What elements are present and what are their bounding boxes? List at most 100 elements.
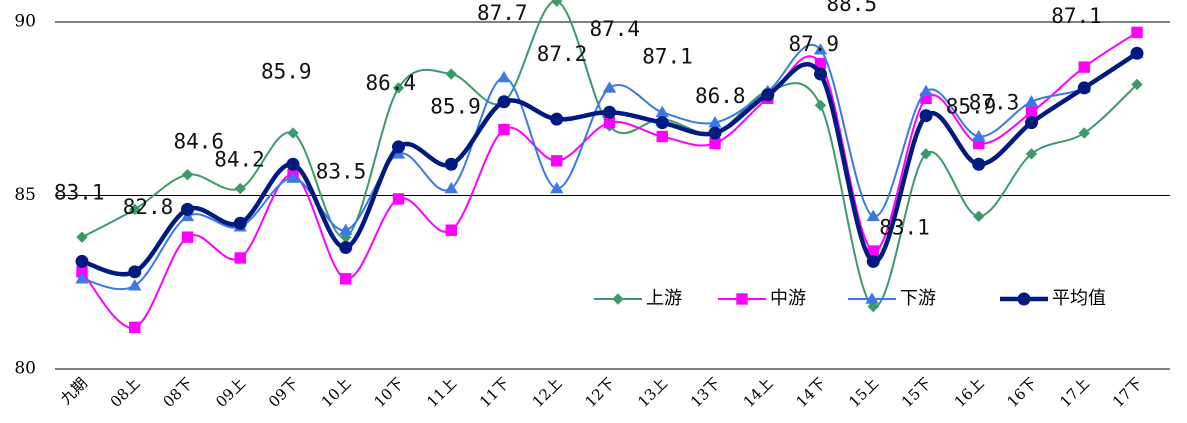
data-label: 87.7 [477, 1, 528, 25]
data-point [286, 171, 300, 183]
data-label: 84.6 [174, 129, 225, 153]
x-tick-label: 九期 [57, 374, 91, 408]
legend-label: 下游 [900, 288, 936, 309]
data-label: 87.2 [537, 42, 588, 66]
data-point [602, 81, 617, 93]
legend-label: 平均值 [1052, 288, 1106, 309]
x-tick-label: 11下 [476, 374, 513, 411]
series-2 [76, 26, 1143, 334]
data-point [972, 157, 986, 171]
data-point [920, 148, 932, 160]
x-tick-label: 10上 [318, 374, 355, 411]
data-point [128, 279, 142, 291]
data-point [234, 252, 246, 264]
x-tick-label: 09上 [212, 374, 249, 411]
data-labels: 83.1 82.8 84.684.2 85.9 83.5 86.4 85.9 87.7 87.2… [54, 0, 1162, 239]
data-point [603, 116, 616, 129]
x-tick-label: 12下 [581, 374, 618, 411]
data-point [814, 67, 827, 81]
data-point [445, 224, 457, 236]
data-point [550, 112, 564, 126]
x-tick-label: 16上 [951, 374, 988, 411]
data-label: 87.1 [1051, 4, 1102, 28]
data-point [497, 95, 511, 109]
x-tick-label: 17下 [1109, 374, 1146, 411]
data-point [1077, 81, 1091, 95]
legend-marker [736, 293, 748, 305]
data-point [603, 105, 616, 119]
data-point [76, 266, 88, 278]
data-point [1131, 26, 1143, 39]
data-point [497, 70, 511, 83]
gridlines [55, 21, 1170, 370]
y-tick-label: 80 [14, 359, 36, 379]
legend-item-2: 中游 [718, 288, 806, 309]
data-point [181, 168, 194, 181]
series-lines [75, 0, 1144, 334]
data-point [1025, 116, 1038, 130]
data-point [920, 92, 932, 105]
data-point [286, 157, 300, 171]
data-point [655, 116, 669, 130]
x-tick-label: 14下 [792, 374, 829, 411]
x-tick-label: 09下 [265, 374, 302, 411]
legend-label: 上游 [646, 288, 682, 309]
data-label: 83.1 [54, 180, 105, 204]
y-tick-label: 90 [14, 12, 36, 32]
legend-label: 中游 [770, 288, 806, 309]
x-tick-label: 11上 [423, 374, 460, 411]
data-point [287, 127, 299, 139]
data-point [498, 123, 510, 136]
data-point [972, 129, 986, 142]
data-label: 86.4 [366, 71, 417, 95]
data-point [339, 241, 353, 255]
data-label: 83.1 [879, 215, 930, 239]
data-point [551, 155, 563, 167]
data-label: 87.9 [789, 32, 840, 56]
data-point [973, 137, 985, 150]
y-tick-label: 85 [14, 185, 36, 205]
data-point [128, 265, 142, 279]
data-point [919, 109, 933, 123]
data-point [708, 115, 722, 128]
data-point [656, 130, 668, 143]
x-tick-label: 15上 [845, 374, 882, 411]
data-label: 82.8 [123, 195, 174, 219]
data-point [919, 84, 933, 97]
data-point [129, 203, 141, 216]
x-tick-label: 08上 [107, 374, 144, 411]
data-point [392, 193, 405, 205]
data-label: 85.9 [261, 59, 312, 83]
data-point [339, 223, 353, 235]
data-label: 89.1 [1111, 0, 1162, 3]
data-point [814, 57, 827, 70]
data-point [973, 210, 985, 223]
legend-marker [612, 293, 624, 305]
x-tick-label: 13上 [634, 374, 671, 411]
data-point [761, 88, 775, 102]
legend-item-4: 平均值 [1000, 288, 1106, 309]
data-point [76, 231, 88, 243]
data-point [181, 202, 194, 216]
y-axis-ticks: 80 85 90 [14, 12, 36, 379]
data-label: 86.8 [695, 84, 746, 108]
data-point [445, 68, 457, 80]
data-point [129, 321, 141, 334]
data-point [392, 140, 405, 154]
data-label: 85.9 [946, 94, 997, 118]
data-label: 84.2 [214, 147, 265, 171]
x-axis-ticks: 九期 08上 08下 09上 09下 10上 10下 11上 11下 12上 12下 13上 13下 14… [57, 374, 1146, 411]
data-point [551, 0, 563, 7]
data-point [866, 254, 880, 268]
data-point [1025, 148, 1038, 160]
x-tick-label: 12上 [529, 374, 566, 411]
data-label: 83.5 [316, 160, 367, 184]
data-point [1025, 106, 1038, 118]
data-point [867, 245, 879, 257]
legend-marker [1017, 292, 1031, 306]
x-tick-label: 15下 [898, 374, 935, 411]
data-point [813, 43, 828, 55]
legend-item-3: 下游 [848, 288, 936, 309]
data-point [233, 216, 247, 230]
